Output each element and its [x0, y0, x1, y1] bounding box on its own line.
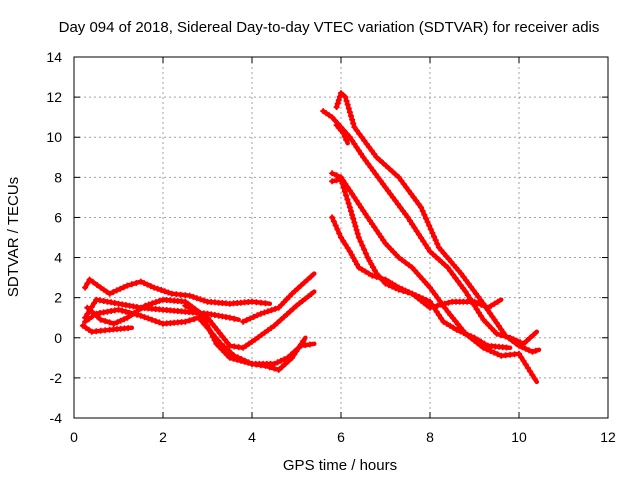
series-markers [79, 322, 132, 335]
x-tick-label: 10 [511, 429, 527, 445]
series-markers [82, 276, 269, 307]
y-tick-label: -2 [50, 370, 63, 386]
series-track-2 [82, 276, 273, 307]
x-tick-label: 4 [248, 429, 256, 445]
series-track-4 [82, 306, 308, 373]
chart-title: Day 094 of 2018, Sidereal Day-to-day VTE… [59, 19, 600, 36]
series-line [329, 171, 540, 385]
y-tick-label: 2 [54, 290, 62, 306]
x-tick-label: 6 [337, 429, 345, 445]
y-tick-label: -4 [50, 410, 63, 426]
x-tick-label: 2 [159, 429, 167, 445]
x-tick-label: 8 [426, 429, 434, 445]
y-tick-label: 10 [46, 129, 62, 145]
series-track-5 [79, 322, 135, 335]
y-tick-label: 4 [54, 250, 62, 266]
x-tick-label: 0 [70, 429, 78, 445]
series-markers [329, 176, 510, 351]
series-track-10 [329, 170, 540, 385]
series-markers [82, 306, 307, 373]
y-tick-label: 6 [54, 209, 62, 225]
series-track-13 [333, 122, 350, 146]
axis-ticks: 0 2 4 6 8 10 12 -4 -2 0 2 4 6 8 10 12 14 [46, 49, 616, 445]
series-markers [333, 122, 350, 143]
series-markers [333, 90, 539, 355]
y-axis-label: SDTVAR / TECUs [5, 177, 22, 297]
y-tick-label: 0 [54, 330, 62, 346]
data-series [79, 90, 542, 385]
x-tick-label: 12 [600, 429, 616, 445]
y-tick-label: 8 [54, 169, 62, 185]
y-tick-label: 14 [46, 49, 62, 65]
series-markers [329, 170, 538, 382]
series-markers [182, 291, 315, 351]
series-track-7 [240, 271, 317, 325]
series-markers [240, 273, 314, 325]
series-track-6 [182, 289, 317, 351]
x-axis-label: GPS time / hours [283, 457, 397, 474]
y-tick-label: 12 [46, 89, 62, 105]
series-track-12 [333, 90, 542, 355]
